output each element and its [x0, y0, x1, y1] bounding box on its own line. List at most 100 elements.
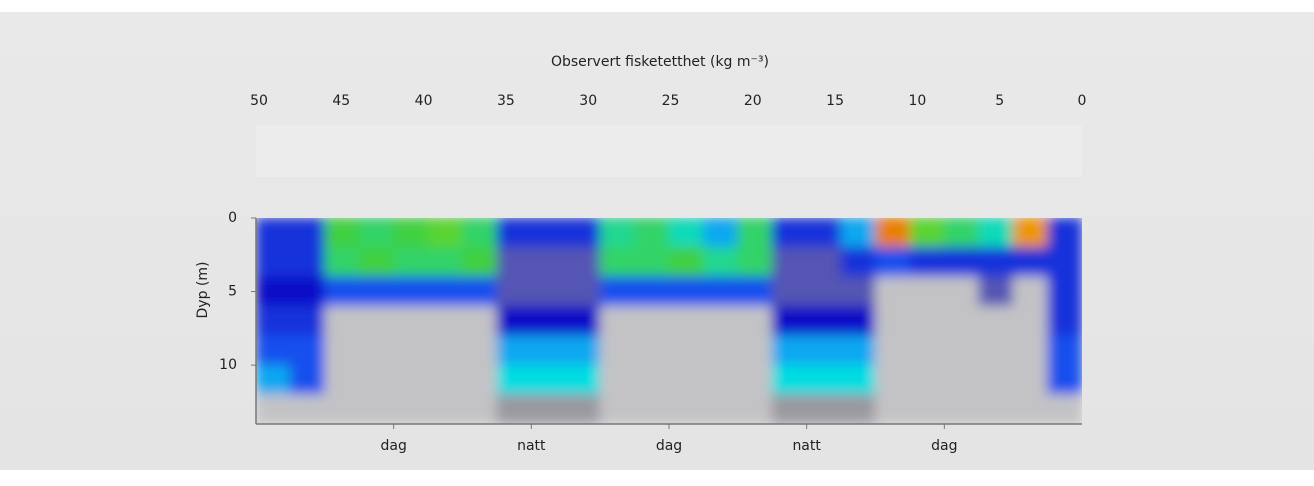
heatmap-cell [427, 246, 463, 278]
heatmap-cell [289, 305, 326, 337]
heatmap [256, 218, 1082, 424]
heatmap-cell [1012, 335, 1049, 366]
heatmap-cell [875, 335, 911, 366]
heatmap-cell [565, 394, 601, 424]
heatmap-cell [530, 218, 567, 248]
heatmap-cell [840, 305, 876, 337]
heatmap-cell [840, 364, 876, 396]
y-tick-label: 0 [228, 210, 237, 226]
heatmap-cell [256, 246, 291, 278]
heatmap-cell [978, 394, 1014, 424]
heatmap-cell [324, 305, 360, 337]
heatmap-cell [599, 276, 636, 307]
heatmap-cell [462, 364, 498, 396]
heatmap-cell [737, 218, 773, 248]
heatmap-cell [1047, 394, 1082, 424]
heatmap-cell [496, 335, 532, 366]
heatmap-cell [599, 218, 636, 248]
heatmap-cell [289, 335, 326, 366]
heatmap-cell [668, 394, 704, 424]
heatmap-cell [943, 394, 980, 424]
heatmap-cell [393, 276, 429, 307]
heatmap-cell [256, 335, 291, 366]
heatmap-cell [978, 246, 1014, 278]
colorbar-tick-label: 25 [662, 93, 680, 109]
colorbar-tick-label: 0 [1078, 93, 1087, 109]
heatmap-cell [702, 246, 739, 278]
heatmap-cell [565, 305, 601, 337]
heatmap-cell [702, 394, 739, 424]
heatmap-cell [1012, 394, 1049, 424]
heatmap-cell [565, 246, 601, 278]
heatmap-cell [427, 364, 463, 396]
heatmap-cell [943, 276, 980, 307]
heatmap-cell [702, 364, 739, 396]
heatmap-cell [1047, 276, 1082, 307]
heatmap-cell [289, 276, 326, 307]
colorbar-tick-label: 10 [908, 93, 926, 109]
heatmap-cell [1012, 246, 1049, 278]
heatmap-cell [289, 394, 326, 424]
heatmap-cell [737, 394, 773, 424]
heatmap-cell [806, 276, 842, 307]
heatmap-cell [943, 218, 980, 248]
heatmap-cell [806, 364, 842, 396]
heatmap-cell [324, 218, 360, 248]
heatmap-cell [324, 364, 360, 396]
heatmap-cell [427, 218, 463, 248]
heatmap-cell [875, 305, 911, 337]
heatmap-cell [668, 218, 704, 248]
heatmap-cell [771, 364, 808, 396]
heatmap-cell [358, 276, 395, 307]
colorbar-tick-label: 30 [579, 93, 597, 109]
heatmap-cell [1047, 305, 1082, 337]
x-tick-label: dag [931, 438, 957, 454]
colorbar-tick-label: 35 [497, 93, 515, 109]
heatmap-cell [393, 305, 429, 337]
colorbar-tick-label: 40 [415, 93, 433, 109]
heatmap-cell [771, 276, 808, 307]
heatmap-cell [978, 276, 1014, 307]
heatmap-cell [771, 305, 808, 337]
heatmap-cell [771, 394, 808, 424]
heatmap-cell [875, 218, 911, 248]
heatmap-cell [530, 246, 567, 278]
heatmap-cell [840, 246, 876, 278]
heatmap-cell [909, 246, 945, 278]
heatmap-cell [462, 276, 498, 307]
heatmap-cell [978, 335, 1014, 366]
heatmap-cell [875, 394, 911, 424]
heatmap-cell [978, 364, 1014, 396]
heatmap-cell [1012, 305, 1049, 337]
heatmap-cell [462, 218, 498, 248]
heatmap-cell [1012, 364, 1049, 396]
heatmap-cell [599, 364, 636, 396]
heatmap-cell [496, 394, 532, 424]
heatmap-cell [668, 364, 704, 396]
heatmap-cell [256, 218, 291, 248]
heatmap-cell [634, 364, 670, 396]
heatmap-cell [668, 335, 704, 366]
x-tick-label: natt [517, 438, 546, 454]
heatmap-cell [634, 394, 670, 424]
heatmap-cell [1047, 335, 1082, 366]
heatmap-cell [634, 276, 670, 307]
heatmap-cell [599, 394, 636, 424]
heatmap-cell [289, 246, 326, 278]
heatmap-cell [909, 276, 945, 307]
heatmap-cell [393, 218, 429, 248]
colorbar-tick-label: 45 [332, 93, 350, 109]
heatmap-cell [393, 335, 429, 366]
heatmap-cell [909, 218, 945, 248]
heatmap-cell [530, 276, 567, 307]
heatmap-cell [427, 335, 463, 366]
heatmap-cell [909, 394, 945, 424]
heatmap-cell [1012, 276, 1049, 307]
heatmap-cell [1012, 218, 1049, 248]
colorbar [256, 125, 1082, 177]
heatmap-cell [256, 276, 291, 307]
heatmap-cell [393, 246, 429, 278]
heatmap-cell [875, 246, 911, 278]
heatmap-cell [840, 218, 876, 248]
heatmap-cell [530, 394, 567, 424]
